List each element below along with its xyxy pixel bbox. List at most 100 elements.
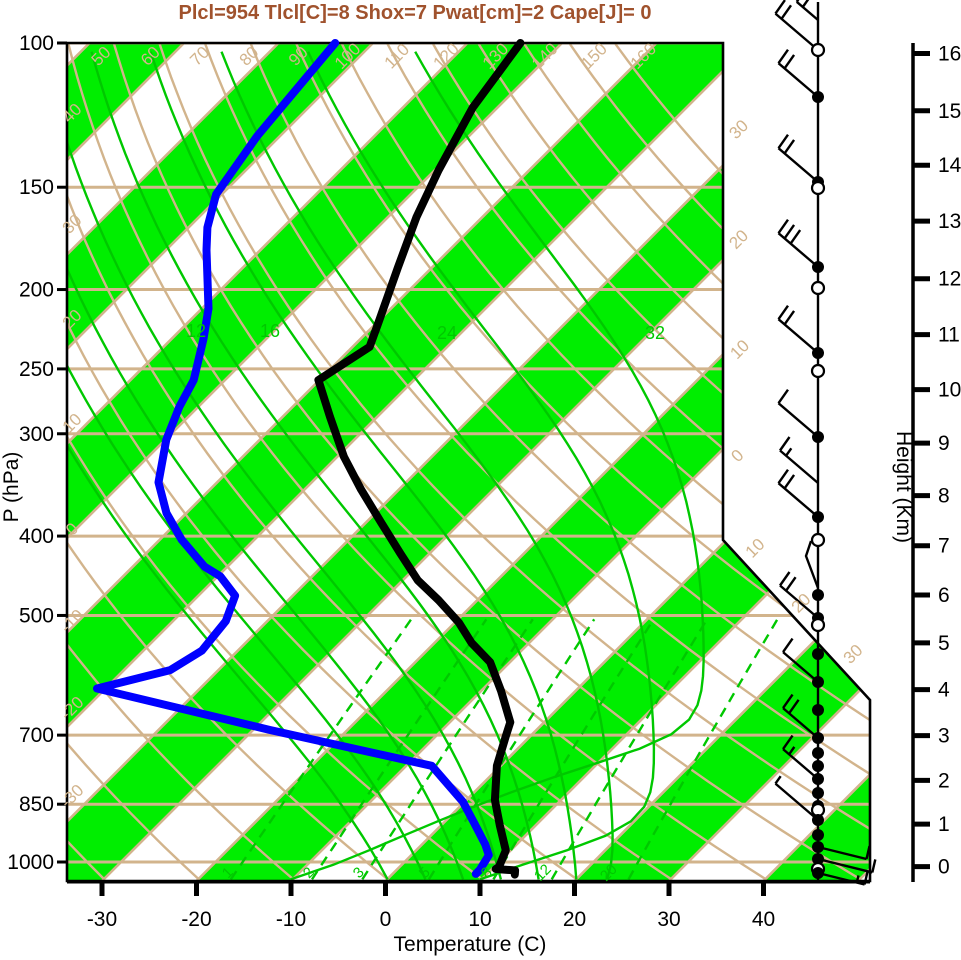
green-stripe bbox=[67, 43, 751, 881]
chart-title: Plcl=954 Tlcl[C]=8 Shox=7 Pwat[cm]=2 Cap… bbox=[178, 2, 652, 24]
barb-tick bbox=[774, 0, 786, 15]
station-circle bbox=[810, 280, 826, 296]
isotherm-diag-label: 30 bbox=[840, 641, 867, 668]
isotherm-right-label: 0 bbox=[727, 446, 747, 466]
station-dot bbox=[812, 648, 824, 660]
mixing-ratio-line bbox=[427, 618, 596, 881]
temperature-curve bbox=[314, 39, 525, 879]
station-dot bbox=[812, 760, 824, 772]
station-circle bbox=[810, 42, 826, 58]
isotherm-line bbox=[67, 43, 469, 881]
station-dot bbox=[812, 347, 824, 359]
moist-adiabat-line bbox=[149, 51, 578, 880]
temp-tick-label: -10 bbox=[276, 908, 306, 931]
barb-shaft bbox=[774, 12, 819, 51]
mixing-ratio-line bbox=[361, 618, 534, 881]
height-tick-label: 10 bbox=[938, 379, 961, 402]
pressure-tick-label: 1000 bbox=[7, 851, 54, 874]
pressure-tick-label: 250 bbox=[19, 358, 54, 381]
wind-barb-level bbox=[777, 305, 824, 359]
wind-barb-level bbox=[782, 734, 824, 785]
barb-shaft bbox=[817, 857, 873, 874]
barb-tick bbox=[777, 134, 789, 149]
station-dot bbox=[812, 867, 824, 879]
wind-barb-level bbox=[774, 775, 824, 826]
dry-adiabat-line bbox=[67, 43, 673, 881]
mixing-ratio-line bbox=[310, 618, 488, 881]
isotherm-right-label: 20 bbox=[725, 226, 752, 253]
station-circle bbox=[810, 532, 826, 548]
barb-shaft bbox=[779, 449, 819, 484]
moist-adiabat-line bbox=[67, 51, 389, 880]
isotherm-line bbox=[67, 43, 374, 881]
barb-tick bbox=[785, 447, 793, 457]
wind-barb-level bbox=[777, 219, 824, 273]
barb-tick bbox=[774, 775, 782, 785]
dry-adiabat-line bbox=[295, 43, 870, 881]
wind-barb-level bbox=[812, 787, 824, 799]
temp-tick-label: 10 bbox=[468, 908, 491, 931]
dry-adiabat-line bbox=[67, 44, 295, 881]
isotherm-line bbox=[67, 43, 847, 881]
temp-tick-label: 30 bbox=[657, 908, 680, 931]
barb-tick bbox=[783, 54, 796, 70]
dry-adiabat-line bbox=[340, 43, 870, 881]
barb-tick bbox=[871, 859, 877, 873]
wind-barb-level bbox=[795, 0, 819, 21]
station-dot bbox=[812, 704, 824, 716]
moist-adiabat-label: 32 bbox=[645, 323, 665, 343]
moist-adiabat-label: 12 bbox=[186, 321, 206, 341]
green-stripe bbox=[574, 43, 870, 881]
wind-barb-level bbox=[812, 704, 824, 716]
barb-shaft bbox=[782, 651, 819, 683]
height-tick-label: 11 bbox=[938, 324, 960, 347]
station-dot bbox=[812, 261, 824, 273]
temp-tick-label: 40 bbox=[752, 908, 775, 931]
dewpoint-curve bbox=[93, 39, 493, 878]
wind-barb-level bbox=[812, 760, 824, 772]
pressure-tick-label: 400 bbox=[19, 525, 54, 548]
moist-adiabat-label: 16 bbox=[260, 321, 280, 341]
height-tick-label: 13 bbox=[938, 210, 961, 233]
barb-tick bbox=[777, 219, 789, 234]
station-circle bbox=[810, 363, 826, 379]
wind-barb-level bbox=[812, 648, 824, 660]
barb-tick bbox=[783, 139, 796, 155]
barb-tick bbox=[777, 389, 789, 404]
pressure-tick-label: 850 bbox=[19, 793, 54, 816]
wind-barb-level bbox=[812, 853, 877, 874]
wind-barb-level bbox=[810, 180, 826, 196]
barb-tick bbox=[783, 474, 796, 490]
mixing-ratio-lines bbox=[229, 618, 779, 881]
height-axis-title: Height (Km) bbox=[892, 431, 915, 543]
wind-barb-level bbox=[810, 532, 826, 548]
green-stripe bbox=[67, 43, 870, 881]
barb-tick bbox=[777, 49, 789, 64]
pressure-tick-label: 700 bbox=[19, 724, 54, 747]
temp-tick-label: 20 bbox=[563, 908, 586, 931]
isotherm-line bbox=[573, 43, 870, 881]
wind-barb-level bbox=[804, 540, 820, 589]
barb-shaft bbox=[795, 0, 819, 21]
isotherm-line bbox=[290, 43, 870, 881]
barb-tick bbox=[785, 576, 797, 592]
barb-tick bbox=[788, 746, 796, 755]
barb-tick bbox=[779, 571, 791, 587]
height-tick-label: 15 bbox=[938, 100, 961, 123]
barb-shaft bbox=[777, 318, 819, 354]
moist-adiabat-line bbox=[220, 51, 614, 880]
sounding-curves bbox=[93, 39, 525, 879]
height-tick-label: 6 bbox=[938, 584, 950, 607]
height-tick-label: 14 bbox=[938, 154, 961, 177]
temp-tick-label: -20 bbox=[181, 908, 211, 931]
wind-barb-level bbox=[777, 469, 824, 523]
barb-tick bbox=[782, 693, 794, 709]
height-tick-label: 2 bbox=[938, 769, 950, 792]
wind-barb-level bbox=[812, 841, 871, 861]
barb-tick bbox=[783, 224, 796, 240]
station-dot bbox=[812, 732, 824, 744]
dry-adiabat-line bbox=[67, 43, 389, 881]
station-dot bbox=[812, 841, 824, 853]
station-dot bbox=[812, 589, 824, 601]
